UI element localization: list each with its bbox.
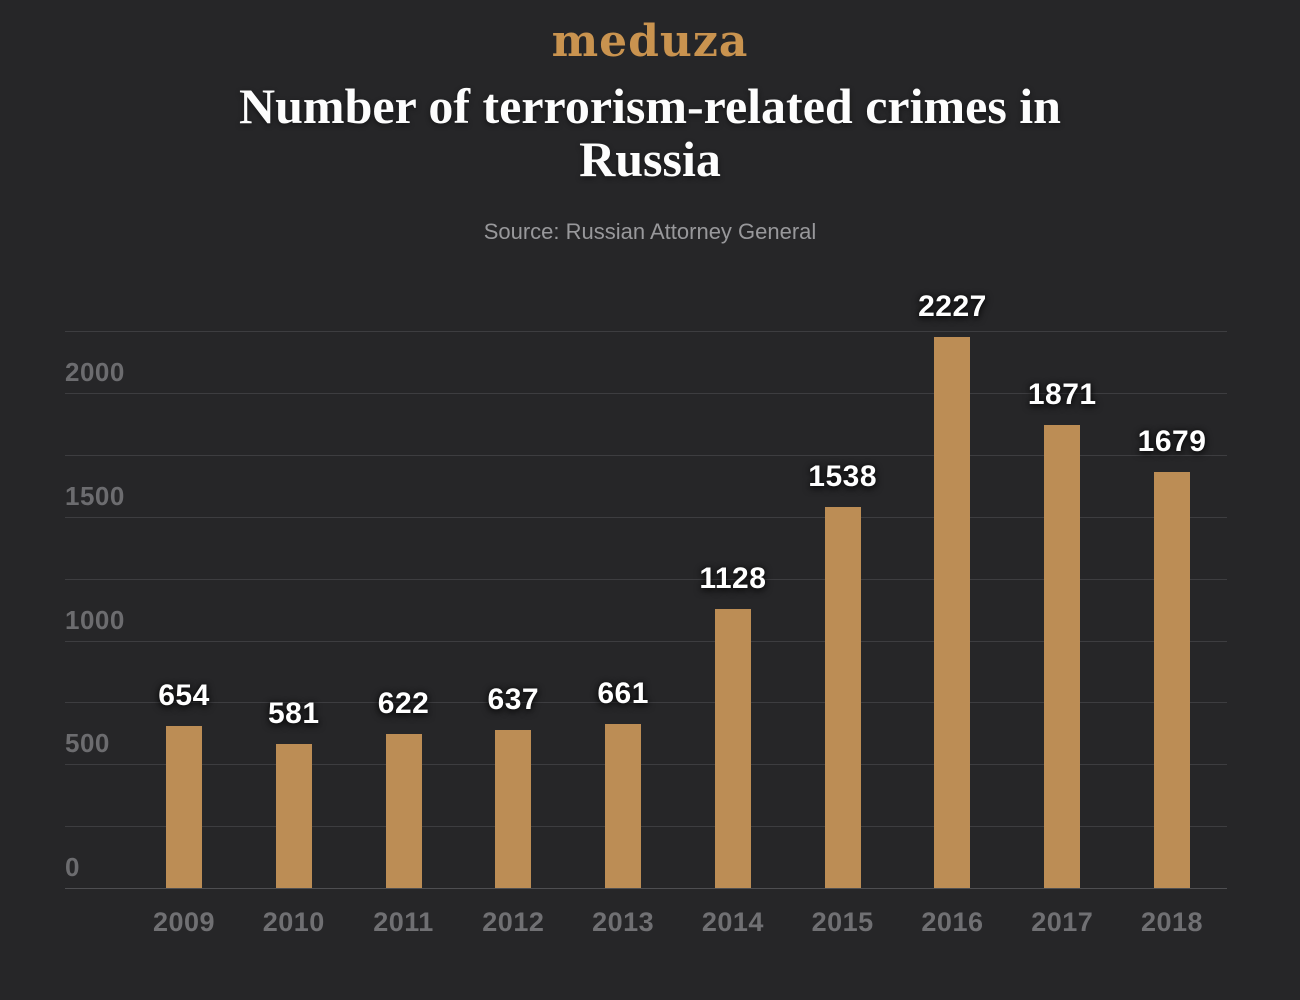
- chart-source: Source: Russian Attorney General: [483, 219, 817, 244]
- y-axis-label: 1500: [65, 480, 125, 511]
- gridline: [65, 393, 1227, 394]
- chart-title: Number of terrorism-related crimes in Ru…: [239, 78, 1061, 187]
- x-axis-label: 2015: [811, 907, 874, 937]
- x-axis-label: 2009: [152, 907, 216, 937]
- x-axis-label: 2012: [482, 907, 545, 937]
- gridline: [65, 702, 1227, 704]
- x-axis-label: 2017: [1031, 907, 1094, 937]
- y-axis-label: 1000: [65, 604, 125, 635]
- gridline: [65, 454, 1227, 456]
- x-axis-label: 2016: [921, 907, 984, 937]
- y-axis-label: 2000: [65, 357, 125, 387]
- y-axis-label: 500: [65, 728, 110, 759]
- gridline: [65, 640, 1227, 642]
- bar-value-label: 1871: [1027, 377, 1097, 411]
- bar-value-label: 1679: [1137, 425, 1207, 459]
- x-axis-label: 2010: [262, 907, 325, 937]
- x-axis-label: 2014: [701, 907, 764, 937]
- bar-value-label: 581: [267, 697, 320, 731]
- bar-value-label: 654: [158, 679, 210, 713]
- zero-gridline: [65, 888, 1227, 889]
- bar-value-label: 661: [597, 677, 649, 711]
- bar-2012: [495, 730, 532, 888]
- x-axis-label: 2011: [373, 907, 434, 937]
- gridline: [65, 516, 1227, 518]
- bar-value-label: 622: [377, 687, 430, 721]
- bar-value-label: 637: [487, 683, 540, 717]
- bar-2009: [166, 726, 202, 888]
- bar-value-label: 1128: [699, 561, 767, 595]
- x-axis-label: 2018: [1140, 907, 1204, 937]
- bar-2010: [275, 744, 312, 888]
- bar-value-label: 2227: [918, 289, 987, 323]
- bar-2014: [714, 608, 751, 888]
- x-axis-label: 2013: [592, 907, 655, 937]
- bar-chart: 0 500 1000 1500 2000 654 2009 581 2010 622 2011 637…: [0, 290, 1300, 960]
- bar-value-label: 1538: [808, 460, 878, 494]
- bar-2016: [934, 336, 971, 888]
- bar-2013: [605, 724, 642, 888]
- bar-2011: [385, 734, 422, 888]
- gridline: [65, 764, 1227, 766]
- gridline: [65, 331, 1227, 333]
- bar-2017: [1044, 424, 1081, 888]
- bar-2018: [1154, 472, 1191, 888]
- bar-2015: [824, 507, 861, 888]
- gridline: [65, 578, 1227, 580]
- meduza-logo: meduza: [551, 16, 749, 67]
- gridline: [65, 826, 1227, 828]
- y-axis-label: 0: [65, 852, 80, 882]
